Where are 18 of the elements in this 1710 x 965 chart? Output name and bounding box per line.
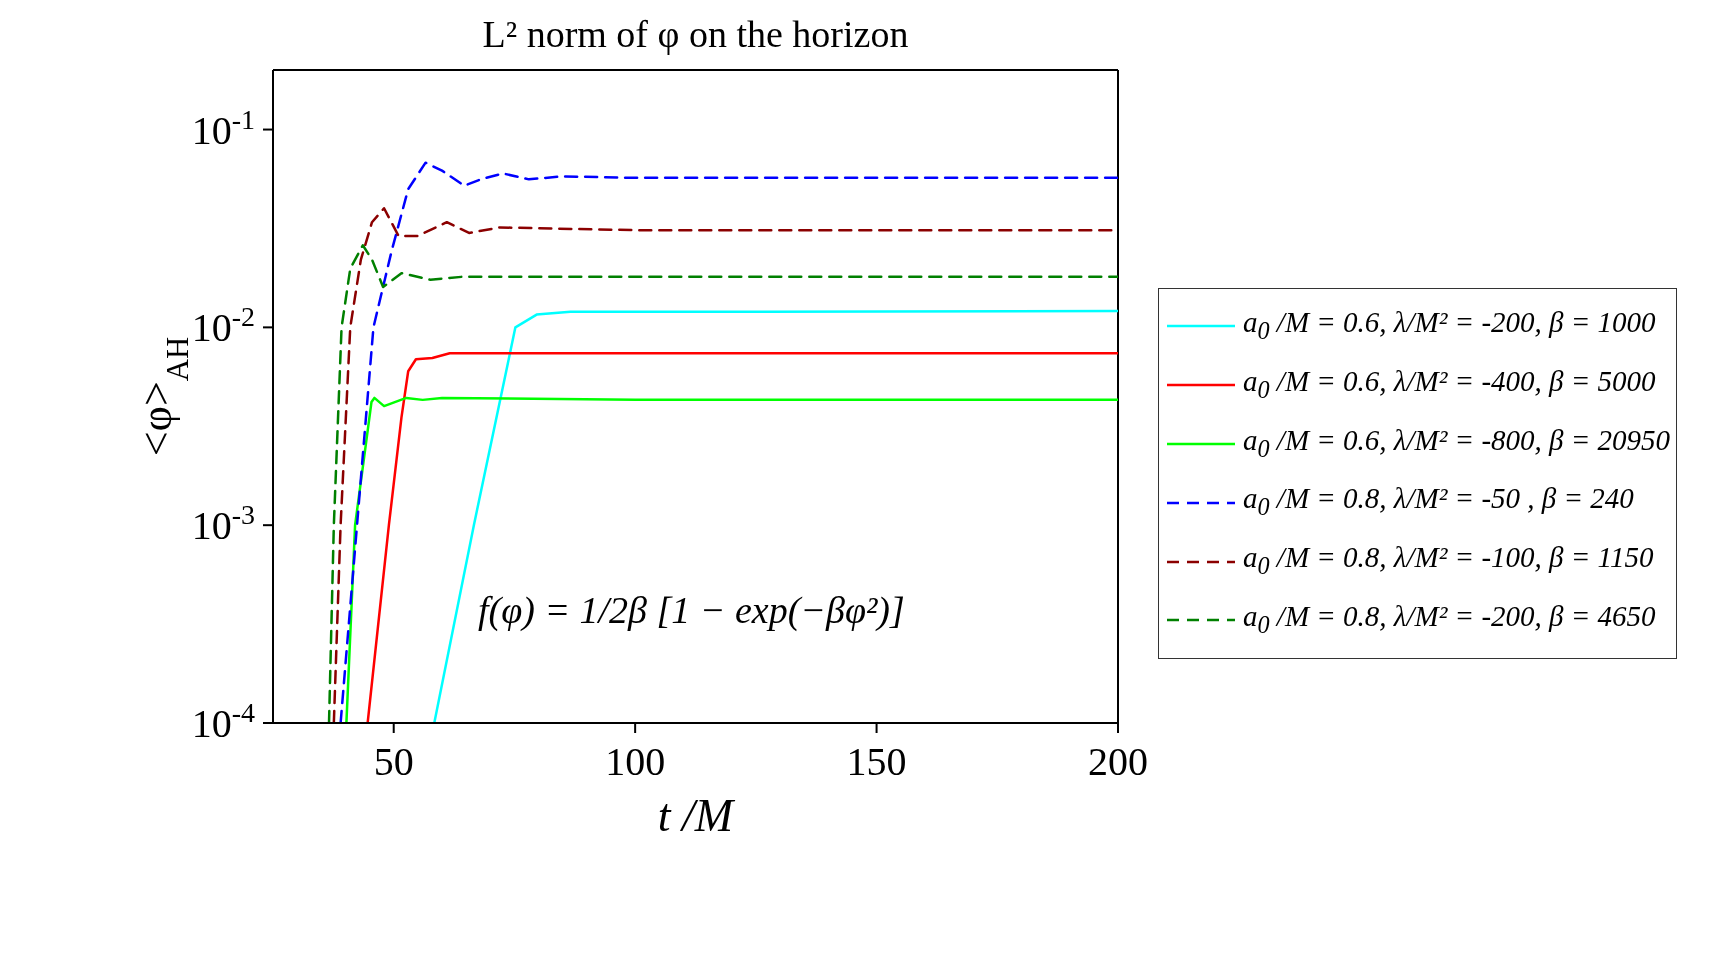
chart-title: L² norm of φ on the horizon <box>481 12 910 56</box>
annotation: f(φ) = 1/2β [1 − exp(−βφ²)] <box>478 588 905 632</box>
y-tick-label: 10$^{-1}$ <box>191 103 255 153</box>
x-tick-label: 50 <box>373 739 414 784</box>
legend-label: a$_{0}$ /M = 0.6, λ/M² = -800, β = 20950 <box>1243 422 1671 464</box>
legend-label: a$_{0}$ /M = 0.8, λ/M² = -200, β = 4650 <box>1243 599 1656 640</box>
legend-label: a$_{0}$ /M = 0.6, λ/M² = -400, β = 5000 <box>1243 363 1656 405</box>
x-tick-label: 150 <box>846 739 907 784</box>
y-tick-label: 10$^{-3}$ <box>191 498 255 549</box>
x-axis-title: t /M <box>657 790 736 841</box>
legend-label: a$_{0}$ /M = 0.8, λ/M² = -50 , β = 240 <box>1243 481 1634 523</box>
line-series <box>433 309 1118 723</box>
x-tick-label: 200 <box>1088 739 1148 784</box>
y-tick-label: 10$^{-2}$ <box>191 300 255 351</box>
x-tick-label: 100 <box>605 739 666 784</box>
y-tick-label: 10$^{-4}$ <box>191 696 255 746</box>
legend-label: a$_{0}$ /M = 0.8, λ/M² = -100, β = 1150 <box>1243 540 1654 581</box>
legend-label: a$_{0}$ /M = 0.6, λ/M² = -200, β = 1000 <box>1243 305 1656 346</box>
